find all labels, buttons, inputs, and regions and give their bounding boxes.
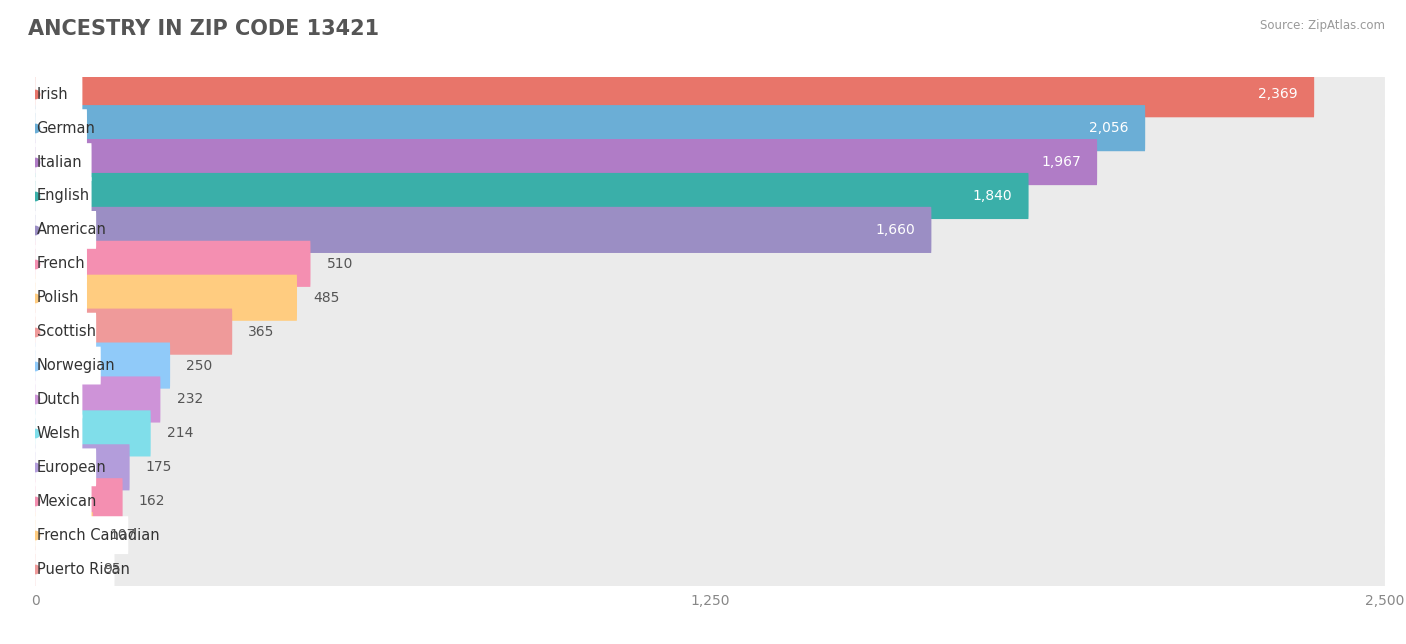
Text: 2,369: 2,369: [1258, 87, 1298, 101]
FancyBboxPatch shape: [35, 482, 91, 520]
Text: Norwegian: Norwegian: [37, 358, 115, 373]
Text: Dutch: Dutch: [37, 392, 80, 407]
FancyBboxPatch shape: [35, 139, 1385, 185]
Text: 214: 214: [167, 426, 193, 440]
FancyBboxPatch shape: [35, 241, 1385, 287]
FancyBboxPatch shape: [35, 444, 129, 490]
Text: French: French: [37, 256, 86, 271]
Text: Polish: Polish: [37, 290, 79, 305]
Text: Italian: Italian: [37, 155, 82, 169]
FancyBboxPatch shape: [35, 105, 1146, 151]
Text: 162: 162: [139, 494, 166, 508]
Text: Puerto Rican: Puerto Rican: [37, 562, 129, 576]
Text: European: European: [37, 460, 107, 475]
Text: 2,056: 2,056: [1090, 121, 1129, 135]
Text: Scottish: Scottish: [37, 324, 96, 339]
FancyBboxPatch shape: [35, 71, 1315, 117]
Text: 1,840: 1,840: [973, 189, 1012, 203]
FancyBboxPatch shape: [35, 279, 87, 317]
FancyBboxPatch shape: [35, 550, 114, 588]
FancyBboxPatch shape: [35, 105, 1385, 151]
FancyBboxPatch shape: [35, 516, 128, 554]
FancyBboxPatch shape: [35, 546, 1385, 592]
FancyBboxPatch shape: [35, 71, 1385, 117]
FancyBboxPatch shape: [35, 410, 1385, 457]
FancyBboxPatch shape: [35, 381, 83, 419]
FancyBboxPatch shape: [35, 478, 1385, 524]
Text: American: American: [37, 222, 107, 238]
Text: Mexican: Mexican: [37, 494, 97, 509]
FancyBboxPatch shape: [35, 313, 96, 350]
FancyBboxPatch shape: [35, 308, 232, 355]
FancyBboxPatch shape: [35, 415, 83, 452]
Text: German: German: [37, 120, 96, 136]
FancyBboxPatch shape: [35, 275, 297, 321]
Text: 107: 107: [110, 528, 135, 542]
Text: 485: 485: [314, 290, 340, 305]
Text: 1,967: 1,967: [1042, 155, 1081, 169]
Text: 232: 232: [177, 392, 202, 406]
FancyBboxPatch shape: [35, 512, 93, 558]
Text: ANCESTRY IN ZIP CODE 13421: ANCESTRY IN ZIP CODE 13421: [28, 19, 380, 39]
Text: 1,660: 1,660: [876, 223, 915, 237]
FancyBboxPatch shape: [35, 139, 1097, 185]
FancyBboxPatch shape: [35, 177, 91, 215]
FancyBboxPatch shape: [35, 207, 1385, 253]
FancyBboxPatch shape: [35, 444, 1385, 490]
FancyBboxPatch shape: [35, 448, 96, 486]
FancyBboxPatch shape: [35, 143, 91, 181]
Text: 250: 250: [187, 359, 212, 373]
Text: 175: 175: [146, 460, 172, 475]
FancyBboxPatch shape: [35, 346, 101, 384]
FancyBboxPatch shape: [35, 377, 160, 422]
FancyBboxPatch shape: [35, 109, 87, 147]
FancyBboxPatch shape: [35, 75, 83, 113]
Text: Source: ZipAtlas.com: Source: ZipAtlas.com: [1260, 19, 1385, 32]
FancyBboxPatch shape: [35, 308, 1385, 355]
FancyBboxPatch shape: [35, 173, 1385, 219]
FancyBboxPatch shape: [35, 241, 311, 287]
FancyBboxPatch shape: [35, 512, 1385, 558]
Text: 510: 510: [326, 257, 353, 271]
Text: 95: 95: [103, 562, 121, 576]
FancyBboxPatch shape: [35, 343, 170, 388]
Text: 365: 365: [249, 325, 274, 339]
Text: French Canadian: French Canadian: [37, 527, 159, 543]
FancyBboxPatch shape: [35, 211, 96, 249]
FancyBboxPatch shape: [35, 478, 122, 524]
FancyBboxPatch shape: [35, 343, 1385, 388]
Text: Irish: Irish: [37, 87, 67, 102]
FancyBboxPatch shape: [35, 173, 1029, 219]
FancyBboxPatch shape: [35, 546, 86, 592]
Text: Welsh: Welsh: [37, 426, 80, 441]
Text: English: English: [37, 189, 90, 204]
FancyBboxPatch shape: [35, 410, 150, 457]
FancyBboxPatch shape: [35, 207, 931, 253]
FancyBboxPatch shape: [35, 245, 87, 283]
FancyBboxPatch shape: [35, 377, 1385, 422]
FancyBboxPatch shape: [35, 275, 1385, 321]
